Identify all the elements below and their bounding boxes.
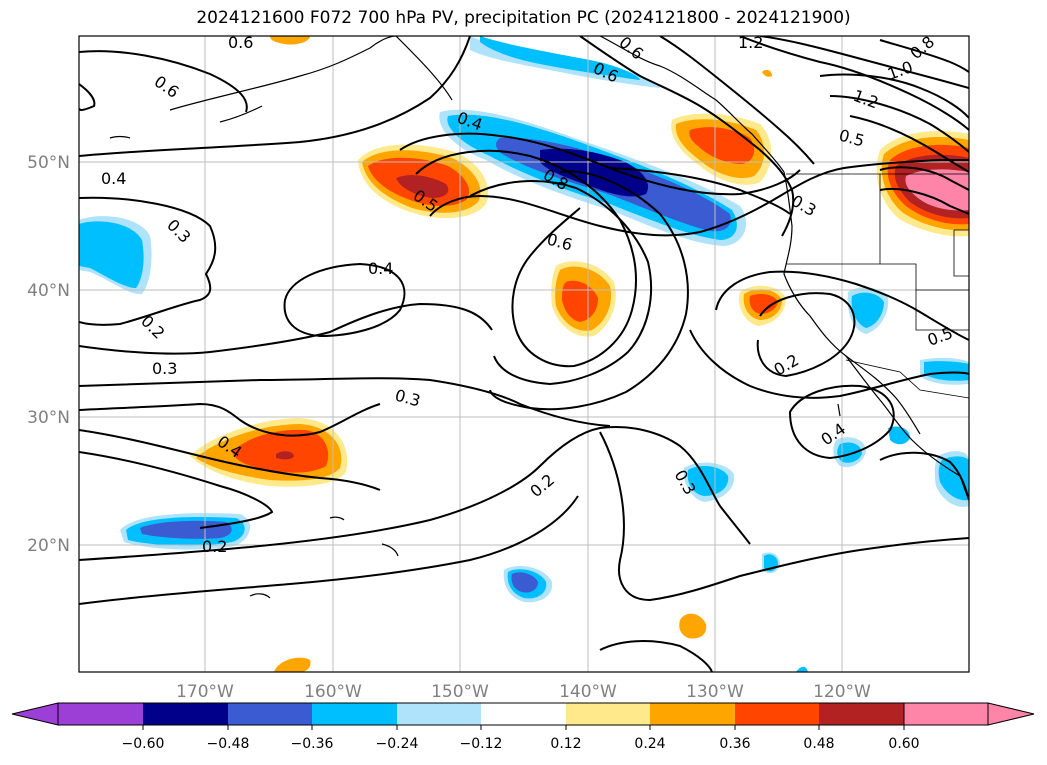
colorbar-extend-low xyxy=(11,702,59,726)
lon-label: 130°W xyxy=(686,682,744,702)
colorbar-tick: 0.36 xyxy=(719,736,750,752)
colorbar-tick: −0.12 xyxy=(460,736,503,752)
contour-label: 1.2 xyxy=(738,33,763,52)
lat-label: 40°N xyxy=(27,281,70,301)
lon-label: 150°W xyxy=(431,682,489,702)
contour-label: 0.4 xyxy=(368,259,393,278)
colorbar-extend-high xyxy=(903,702,1035,726)
lon-label: 170°W xyxy=(176,682,234,702)
colorbar-segment xyxy=(650,703,735,725)
map-frame xyxy=(78,35,970,673)
colorbar: −0.60 −0.48 −0.36 −0.24 −0.12 0.12 0.24 … xyxy=(11,702,1035,752)
colorbar-segment xyxy=(397,703,481,725)
contour-label: 0.3 xyxy=(152,359,177,378)
contour-label: 0.2 xyxy=(202,537,227,556)
lat-label: 20°N xyxy=(27,536,70,556)
longitude-labels: 170°W 160°W 150°W 140°W 130°W 120°W xyxy=(176,682,871,702)
colorbar-segment xyxy=(228,703,312,725)
lon-label: 160°W xyxy=(304,682,362,702)
latitude-labels: 50°N 40°N 30°N 20°N xyxy=(27,153,70,556)
coastlines xyxy=(109,36,969,599)
contour-label: 0.6 xyxy=(228,33,253,52)
lat-label: 30°N xyxy=(27,408,70,428)
colorbar-segment xyxy=(566,703,650,725)
colorbar-tick: −0.36 xyxy=(291,736,334,752)
colorbar-tick: −0.24 xyxy=(376,736,419,752)
colorbar-tick: −0.60 xyxy=(122,736,165,752)
colorbar-segment xyxy=(735,703,819,725)
colorbar-segment xyxy=(312,703,397,725)
gridlines xyxy=(79,36,969,672)
contour-label: 0.4 xyxy=(101,169,126,188)
colorbar-segment xyxy=(819,703,904,725)
colorbar-tick: −0.48 xyxy=(207,736,250,752)
colorbar-tick: 0.48 xyxy=(803,736,834,752)
colorbar-tick: 0.12 xyxy=(550,736,581,752)
lon-label: 140°W xyxy=(559,682,617,702)
colorbar-tick: 0.24 xyxy=(634,736,665,752)
lon-label: 120°W xyxy=(813,682,871,702)
colorbar-segment xyxy=(143,703,228,725)
pv-contours xyxy=(79,36,969,672)
lat-label: 50°N xyxy=(27,153,70,173)
colorbar-segment xyxy=(58,703,143,725)
colorbar-tick: 0.60 xyxy=(888,736,919,752)
map-title: 2024121600 F072 700 hPa PV, precipitatio… xyxy=(196,8,851,28)
colorbar-segment xyxy=(481,703,566,725)
